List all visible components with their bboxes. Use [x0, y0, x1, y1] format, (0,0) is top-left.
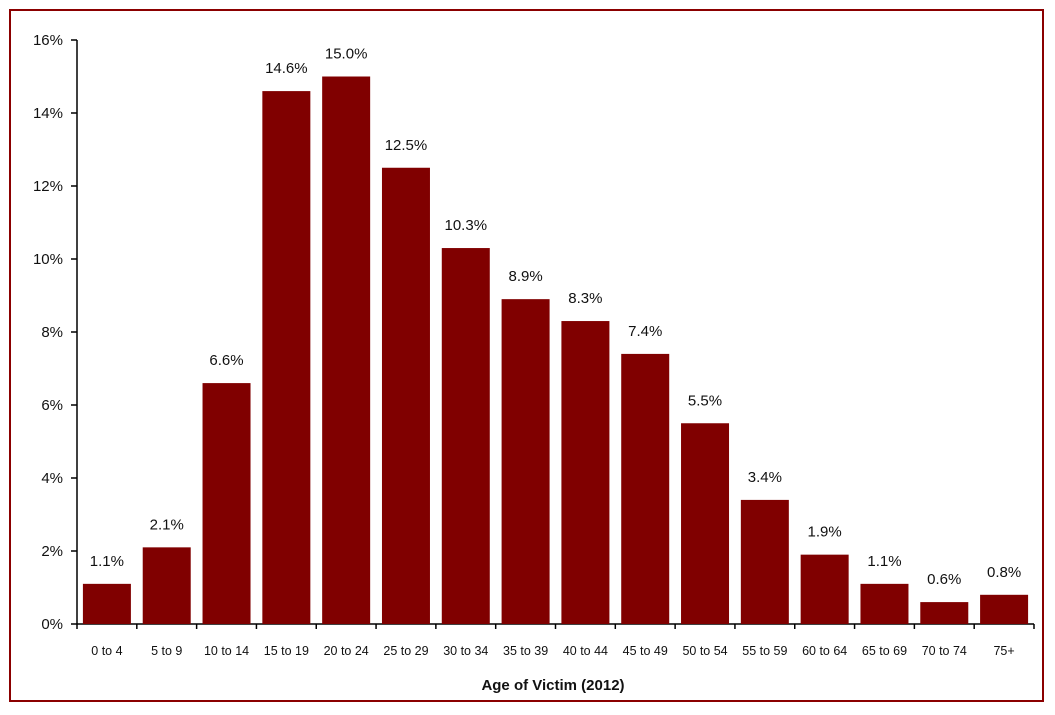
bar — [740, 499, 789, 624]
bar-value-label: 7.4% — [628, 323, 662, 340]
y-tick-label: 10% — [33, 251, 63, 268]
bar-value-label: 0.6% — [927, 571, 961, 588]
x-category-label: 10 to 14 — [204, 644, 249, 658]
bar-value-label: 10.3% — [445, 217, 488, 234]
x-category-label: 45 to 49 — [623, 644, 668, 658]
y-tick-label: 2% — [41, 543, 63, 560]
bar — [82, 583, 131, 624]
x-category-label: 30 to 34 — [443, 644, 488, 658]
x-category-label: 20 to 24 — [324, 644, 369, 658]
x-category-label: 0 to 4 — [91, 644, 122, 658]
bar-value-label: 1.1% — [867, 553, 901, 570]
bar — [681, 423, 730, 624]
x-category-label: 60 to 64 — [802, 644, 847, 658]
bar-value-label: 3.4% — [748, 469, 782, 486]
bar — [262, 91, 311, 625]
y-axis: 0% 2% 4% 6% 8% 10% 12% 14% 16% — [33, 32, 78, 633]
y-tick-label: 12% — [33, 178, 63, 195]
bar — [561, 321, 610, 624]
bar-value-label: 0.8% — [987, 564, 1021, 581]
x-category-label: 65 to 69 — [862, 644, 907, 658]
bar-value-label: 15.0% — [325, 46, 368, 63]
x-category-label: 5 to 9 — [151, 644, 182, 658]
bar — [920, 602, 969, 624]
y-tick-label: 0% — [41, 616, 63, 633]
x-category-label: 55 to 59 — [742, 644, 787, 658]
bar-value-label: 8.9% — [508, 268, 542, 285]
bar — [621, 353, 670, 624]
bar — [142, 547, 191, 624]
bar-value-label: 1.9% — [808, 524, 842, 541]
bar — [322, 76, 371, 624]
bar-value-label: 2.1% — [150, 516, 184, 533]
bar-value-label: 1.1% — [90, 553, 124, 570]
bar — [202, 383, 251, 624]
bar — [980, 594, 1029, 624]
bar-value-label: 14.6% — [265, 60, 308, 77]
y-tick-label: 8% — [41, 324, 63, 341]
bar — [860, 583, 909, 624]
x-category-label: 35 to 39 — [503, 644, 548, 658]
y-tick-label: 4% — [41, 470, 63, 487]
x-axis-title: Age of Victim (2012) — [481, 677, 624, 694]
bars: 1.1% 2.1% 6.6% 14.6% 15.0% 12.5% 10.3% 8.9% 8.3%… — [82, 46, 1029, 625]
bar-value-label: 12.5% — [385, 137, 428, 154]
y-tick-label: 14% — [33, 105, 63, 122]
bar — [501, 299, 550, 624]
x-category-label: 15 to 19 — [264, 644, 309, 658]
bar — [441, 248, 490, 625]
bar-value-label: 5.5% — [688, 392, 722, 409]
x-category-label: 75+ — [993, 644, 1014, 658]
x-category-label: 40 to 44 — [563, 644, 608, 658]
x-category-label: 25 to 29 — [383, 644, 428, 658]
y-tick-label: 6% — [41, 397, 63, 414]
bar — [800, 554, 849, 624]
bar-value-label: 6.6% — [209, 352, 243, 369]
y-tick-label: 16% — [33, 32, 63, 49]
x-axis: 0 to 4 5 to 9 10 to 14 15 to 19 20 to 24 25 t… — [76, 623, 1035, 658]
bar-value-label: 8.3% — [568, 290, 602, 307]
x-category-label: 70 to 74 — [922, 644, 967, 658]
bar — [381, 167, 430, 624]
x-category-label: 50 to 54 — [682, 644, 727, 658]
